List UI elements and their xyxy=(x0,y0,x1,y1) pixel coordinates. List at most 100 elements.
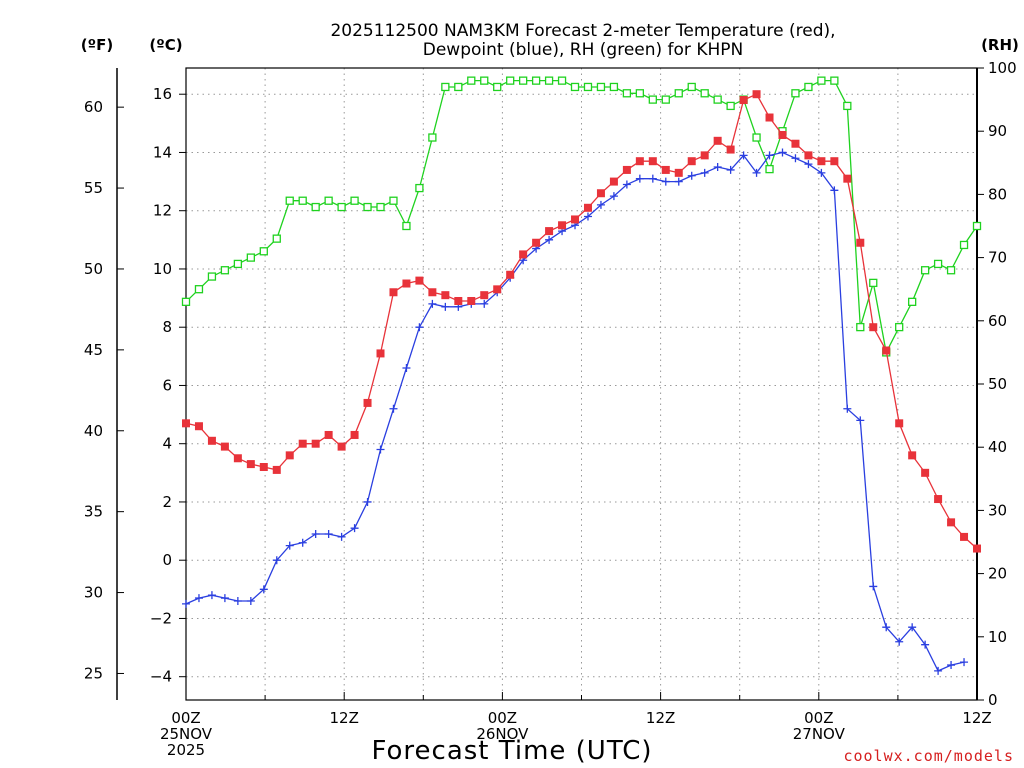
rh-point xyxy=(622,89,632,98)
rh-point xyxy=(726,101,735,111)
rh-point xyxy=(752,133,761,142)
rh-point xyxy=(324,196,333,205)
rh-point xyxy=(531,76,541,85)
dewpoint-point xyxy=(622,180,631,189)
rh-point xyxy=(233,259,243,269)
dewpoint-point xyxy=(324,529,333,538)
temperature-point xyxy=(467,296,476,305)
dewpoint-point xyxy=(428,299,437,308)
dewpoint-point xyxy=(934,666,943,675)
rh-point xyxy=(259,247,268,256)
x-tick-label: 12Z xyxy=(330,709,359,727)
rh-point xyxy=(441,82,450,92)
temperature-point xyxy=(454,296,463,305)
rh-point xyxy=(337,202,346,212)
rh-point xyxy=(220,266,230,275)
rh-point xyxy=(207,272,217,281)
dewpoint-point xyxy=(947,661,956,670)
fahrenheit-axis-label: (ºF) xyxy=(81,36,113,54)
temperature-point xyxy=(596,189,605,198)
dewpoint-point xyxy=(778,148,787,157)
celsius-tick-label: 12 xyxy=(153,202,172,220)
x-tick-label: 26NOV xyxy=(476,725,529,743)
rh-point xyxy=(856,322,865,332)
dewpoint-point xyxy=(713,163,722,172)
fahrenheit-tick-label: 45 xyxy=(84,341,103,359)
rh-point xyxy=(804,82,813,92)
temperature-point xyxy=(674,168,683,177)
dewpoint-point xyxy=(480,299,489,308)
temperature-point xyxy=(648,157,657,166)
fahrenheit-tick-label: 60 xyxy=(84,98,103,116)
celsius-tick-label: 0 xyxy=(162,551,172,569)
temperature-point xyxy=(571,215,580,224)
rh-tick-label: 10 xyxy=(988,628,1007,646)
rh-point xyxy=(402,221,411,231)
temperature-point xyxy=(233,454,242,463)
celsius-axis-label: (ºC) xyxy=(149,36,182,54)
rh-axis-label: (RH) xyxy=(981,36,1019,54)
x-tick-label: 00Z xyxy=(488,709,517,727)
fahrenheit-tick-label: 35 xyxy=(84,503,103,521)
rh-point xyxy=(908,297,917,306)
rh-point xyxy=(700,89,709,98)
grid-lines xyxy=(186,68,977,700)
temperature-point xyxy=(311,439,320,448)
celsius-tick-label: 4 xyxy=(162,435,172,453)
dewpoint-point xyxy=(609,192,618,201)
temperature-point xyxy=(934,495,943,504)
temperature-point xyxy=(609,177,618,186)
rh-point xyxy=(661,95,670,104)
dewpoint-point xyxy=(220,594,229,603)
dewpoint-point xyxy=(298,538,307,547)
dewpoint-point xyxy=(596,200,605,209)
dewpoint-point xyxy=(389,404,398,413)
x-tick-label: 27NOV xyxy=(793,725,846,743)
temperature-point xyxy=(752,90,761,99)
rh-point xyxy=(428,133,437,142)
temperature-point xyxy=(622,165,631,174)
temperature-point xyxy=(713,136,722,145)
rh-point xyxy=(506,76,515,85)
temperature-point xyxy=(765,113,774,122)
rh-tick-label: 0 xyxy=(988,691,998,709)
rh-point xyxy=(674,89,683,98)
dewpoint-point xyxy=(285,541,294,550)
fahrenheit-tick-label: 25 xyxy=(84,664,103,682)
x-axis-title: Forecast Time (UTC) xyxy=(371,736,652,766)
temperature-point xyxy=(739,96,748,105)
dewpoint-point xyxy=(804,160,813,169)
temperature-point xyxy=(558,221,567,230)
rh-point xyxy=(557,76,567,85)
celsius-tick-label: 16 xyxy=(153,85,172,103)
x-tick-label: 00Z xyxy=(804,709,833,727)
temperature-point xyxy=(869,323,878,332)
dewpoint-point xyxy=(830,186,839,195)
rh-point xyxy=(272,234,281,243)
rh-point xyxy=(493,82,502,92)
rh-tick-label: 50 xyxy=(988,375,1007,393)
dewpoint-point xyxy=(350,524,359,533)
dewpoint-point xyxy=(752,168,761,177)
temperature-point xyxy=(947,518,956,527)
temperature-point xyxy=(532,238,541,247)
rh-point xyxy=(454,82,463,92)
temperature-point xyxy=(661,165,670,174)
temperature-point xyxy=(635,157,644,166)
temperature-point xyxy=(493,285,502,294)
celsius-tick-label: 2 xyxy=(162,493,172,511)
x-tick-label: 00Z xyxy=(171,709,200,727)
celsius-tick-label: 14 xyxy=(153,143,172,161)
temperature-point xyxy=(830,157,839,166)
x-tick-label: 12Z xyxy=(962,709,991,727)
dewpoint-point xyxy=(545,235,554,244)
dewpoint-point xyxy=(259,585,268,594)
temperature-point xyxy=(960,532,969,541)
dewpoint-point xyxy=(700,168,709,177)
dewpoint-point xyxy=(376,445,385,454)
x-tick-label: 12Z xyxy=(646,709,675,727)
temperature-point xyxy=(908,451,917,460)
fahrenheit-tick-label: 40 xyxy=(84,422,103,440)
temperature-point xyxy=(285,451,294,460)
